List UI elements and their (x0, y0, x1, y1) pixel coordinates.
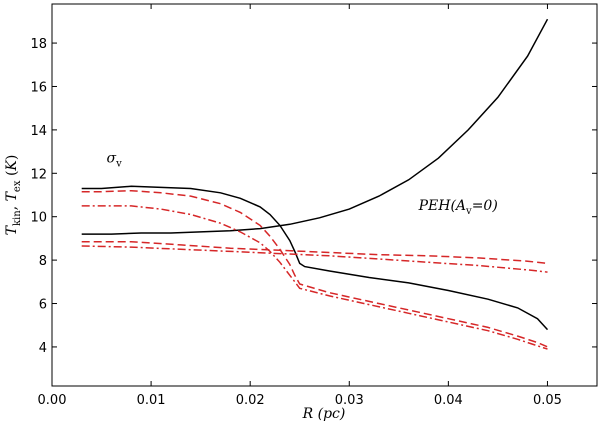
annotation-tail: =0) (472, 198, 498, 214)
y-tick-label: 14 (30, 124, 47, 139)
x-tick-label: 0.03 (335, 393, 364, 408)
series-line-0 (81, 18, 549, 235)
x-tick-label: 0.04 (434, 393, 463, 408)
series-line-5 (81, 245, 548, 273)
y-label-part: T (4, 224, 20, 235)
x-tick-label: 0.00 (38, 393, 67, 408)
y-tick-label: 10 (30, 211, 47, 226)
annotation-sub: v (115, 158, 122, 169)
annotation-0: σv (107, 150, 123, 169)
series-line-3 (81, 205, 548, 350)
y-label-part: K (4, 159, 20, 172)
x-axis-label: R (pc) (302, 406, 346, 422)
plot-frame (51, 3, 598, 387)
y-tick-label: 6 (39, 298, 47, 313)
y-label-sub: ex (12, 180, 23, 192)
y-label-sub: kin (12, 210, 23, 226)
annotation-sub: v (465, 206, 472, 217)
y-label-part: ( (4, 171, 20, 181)
x-tick-label: 0.01 (137, 393, 166, 408)
series-line-4 (81, 240, 548, 265)
y-tick-label: 18 (30, 37, 47, 52)
y-axis-label: Tkin, Tex (K) (4, 155, 23, 236)
y-label-part: , (4, 201, 20, 210)
series-layer (81, 18, 549, 350)
annotation-text: σ (107, 150, 117, 166)
x-tick-label: 0.02 (236, 393, 265, 408)
ticks-layer: 0.00 0.01 0.02 0.03 0.04 0.05 4 6 8 10 12 14 16 18 (30, 4, 597, 408)
annotation-1: PEH(Av=0) (418, 198, 498, 217)
y-label-part: ) (4, 155, 20, 160)
x-tick-label: 0.05 (533, 393, 562, 408)
annotation-text: PEH(A (418, 198, 466, 214)
series-line-1 (81, 185, 549, 331)
y-tick-label: 12 (30, 167, 47, 182)
y-tick-label: 16 (30, 80, 47, 95)
y-tick-label: 4 (39, 341, 47, 356)
series-line-2 (81, 189, 548, 348)
y-tick-label: 8 (39, 254, 47, 269)
y-label-part: T (4, 190, 20, 201)
y-axis-label-text: Tkin, Tex (K) (4, 155, 23, 236)
